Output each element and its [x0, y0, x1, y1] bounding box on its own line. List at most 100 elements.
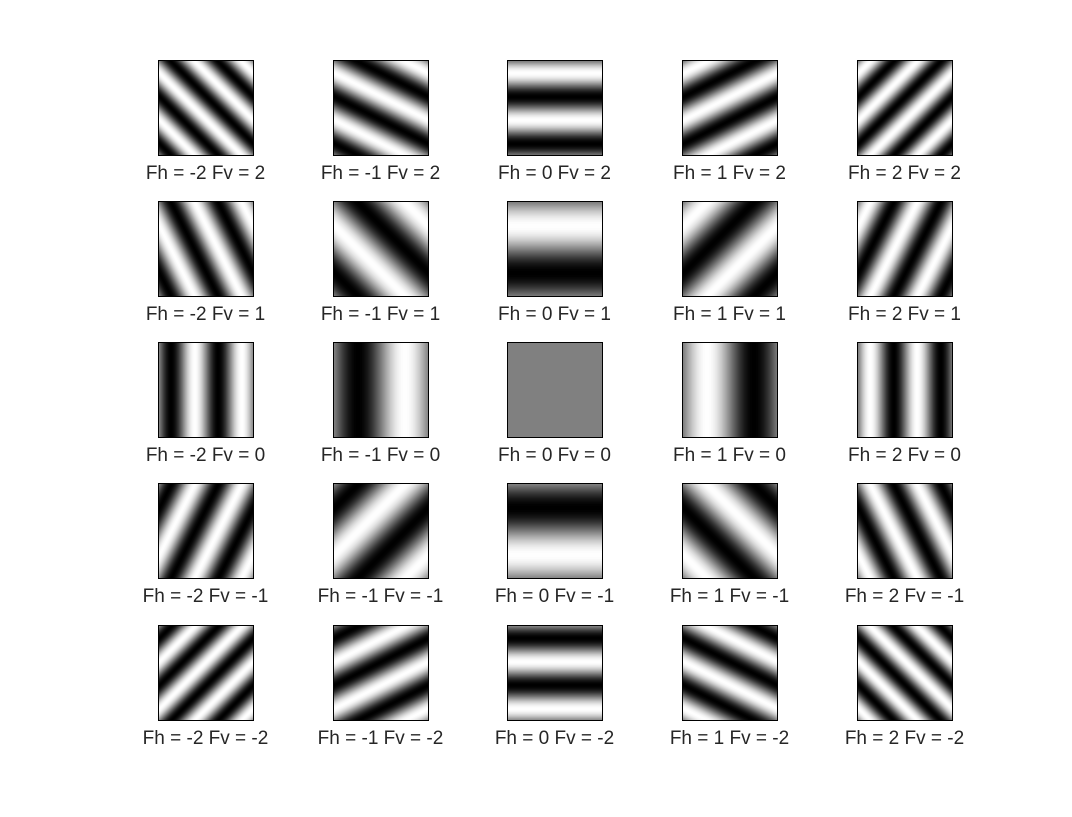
grating-cell: Fh = 2 Fv = 2	[817, 60, 992, 200]
grating-image	[333, 60, 429, 156]
grating-canvas	[683, 626, 777, 720]
grating-caption: Fh = 1 Fv = 1	[673, 304, 786, 325]
grating-cell: Fh = 1 Fv = 1	[642, 201, 817, 341]
grating-caption: Fh = 2 Fv = 0	[848, 445, 961, 466]
grating-caption: Fh = -2 Fv = 0	[145, 445, 266, 466]
grating-cell: Fh = -2 Fv = 2	[118, 60, 293, 200]
grating-image	[857, 483, 953, 579]
grating-cell: Fh = -2 Fv = 0	[118, 342, 293, 482]
grating-canvas	[334, 202, 428, 296]
grating-cell: Fh = -1 Fv = 1	[293, 201, 468, 341]
grating-image	[158, 60, 254, 156]
grating-canvas	[858, 484, 952, 578]
grating-cell: Fh = -1 Fv = -2	[293, 625, 468, 765]
grating-image	[158, 483, 254, 579]
grating-cell: Fh = 0 Fv = -1	[467, 483, 642, 623]
grating-canvas	[858, 202, 952, 296]
grating-caption: Fh = -1 Fv = 0	[320, 445, 441, 466]
grating-cell: Fh = 0 Fv = 0	[467, 342, 642, 482]
grating-caption: Fh = 1 Fv = -1	[669, 586, 790, 607]
grating-cell: Fh = 1 Fv = -2	[642, 625, 817, 765]
grating-caption: Fh = -2 Fv = -2	[142, 728, 269, 749]
grating-canvas	[858, 343, 952, 437]
grating-image	[333, 201, 429, 297]
grating-caption: Fh = 0 Fv = -1	[494, 586, 615, 607]
grating-image	[158, 342, 254, 438]
grating-image	[682, 60, 778, 156]
grating-cell: Fh = 2 Fv = -2	[817, 625, 992, 765]
grating-image	[333, 625, 429, 721]
grating-cell: Fh = -2 Fv = -1	[118, 483, 293, 623]
grating-canvas	[508, 61, 602, 155]
grating-caption: Fh = -1 Fv = 1	[320, 304, 441, 325]
grating-image	[857, 60, 953, 156]
grating-canvas	[159, 626, 253, 720]
grating-caption: Fh = -1 Fv = -2	[317, 728, 444, 749]
grating-canvas	[508, 484, 602, 578]
grating-canvas	[159, 484, 253, 578]
grating-cell: Fh = -1 Fv = 0	[293, 342, 468, 482]
grating-caption: Fh = 0 Fv = 0	[498, 445, 611, 466]
grating-canvas	[508, 202, 602, 296]
grating-cell: Fh = -2 Fv = -2	[118, 625, 293, 765]
grating-cell: Fh = 0 Fv = 1	[467, 201, 642, 341]
grating-image	[507, 201, 603, 297]
grating-cell: Fh = 2 Fv = 1	[817, 201, 992, 341]
grating-image	[682, 342, 778, 438]
grating-cell: Fh = 0 Fv = -2	[467, 625, 642, 765]
grating-caption: Fh = 0 Fv = -2	[494, 728, 615, 749]
grating-caption: Fh = -2 Fv = 1	[145, 304, 266, 325]
grating-canvas	[683, 202, 777, 296]
grating-canvas	[683, 484, 777, 578]
grating-caption: Fh = -2 Fv = 2	[145, 163, 266, 184]
grating-cell: Fh = -1 Fv = 2	[293, 60, 468, 200]
grating-caption: Fh = 1 Fv = 0	[673, 445, 786, 466]
grating-canvas	[334, 484, 428, 578]
grating-canvas	[508, 343, 602, 437]
grating-image	[158, 625, 254, 721]
grating-canvas	[683, 61, 777, 155]
grating-caption: Fh = 2 Fv = -2	[844, 728, 965, 749]
grating-canvas	[159, 202, 253, 296]
grating-canvas	[683, 343, 777, 437]
grating-cell: Fh = -2 Fv = 1	[118, 201, 293, 341]
grating-image	[507, 60, 603, 156]
grating-cell: Fh = 0 Fv = 2	[467, 60, 642, 200]
grating-image	[333, 483, 429, 579]
grating-caption: Fh = 1 Fv = 2	[673, 163, 786, 184]
grating-image	[682, 483, 778, 579]
grating-cell: Fh = 2 Fv = -1	[817, 483, 992, 623]
grating-image	[507, 483, 603, 579]
grating-caption: Fh = -2 Fv = -1	[142, 586, 269, 607]
grating-caption: Fh = 1 Fv = -2	[669, 728, 790, 749]
grating-image	[333, 342, 429, 438]
grating-image	[682, 201, 778, 297]
grating-caption: Fh = 2 Fv = -1	[844, 586, 965, 607]
grating-caption: Fh = 2 Fv = 2	[848, 163, 961, 184]
grating-cell: Fh = 2 Fv = 0	[817, 342, 992, 482]
grating-image	[857, 342, 953, 438]
grating-image	[507, 625, 603, 721]
grating-canvas	[508, 626, 602, 720]
grating-canvas	[159, 343, 253, 437]
grating-canvas	[334, 343, 428, 437]
grating-caption: Fh = 0 Fv = 2	[498, 163, 611, 184]
grating-cell: Fh = -1 Fv = -1	[293, 483, 468, 623]
grating-canvas	[858, 61, 952, 155]
grating-image	[507, 342, 603, 438]
grating-caption: Fh = -1 Fv = 2	[320, 163, 441, 184]
grating-canvas	[858, 626, 952, 720]
grating-canvas	[334, 626, 428, 720]
grating-canvas	[334, 61, 428, 155]
grating-image	[857, 201, 953, 297]
grating-cell: Fh = 1 Fv = -1	[642, 483, 817, 623]
grating-image	[682, 625, 778, 721]
grating-canvas	[159, 61, 253, 155]
grating-caption: Fh = 2 Fv = 1	[848, 304, 961, 325]
grating-caption: Fh = 0 Fv = 1	[498, 304, 611, 325]
grating-cell: Fh = 1 Fv = 0	[642, 342, 817, 482]
grating-cell: Fh = 1 Fv = 2	[642, 60, 817, 200]
grating-image	[158, 201, 254, 297]
grating-image	[857, 625, 953, 721]
